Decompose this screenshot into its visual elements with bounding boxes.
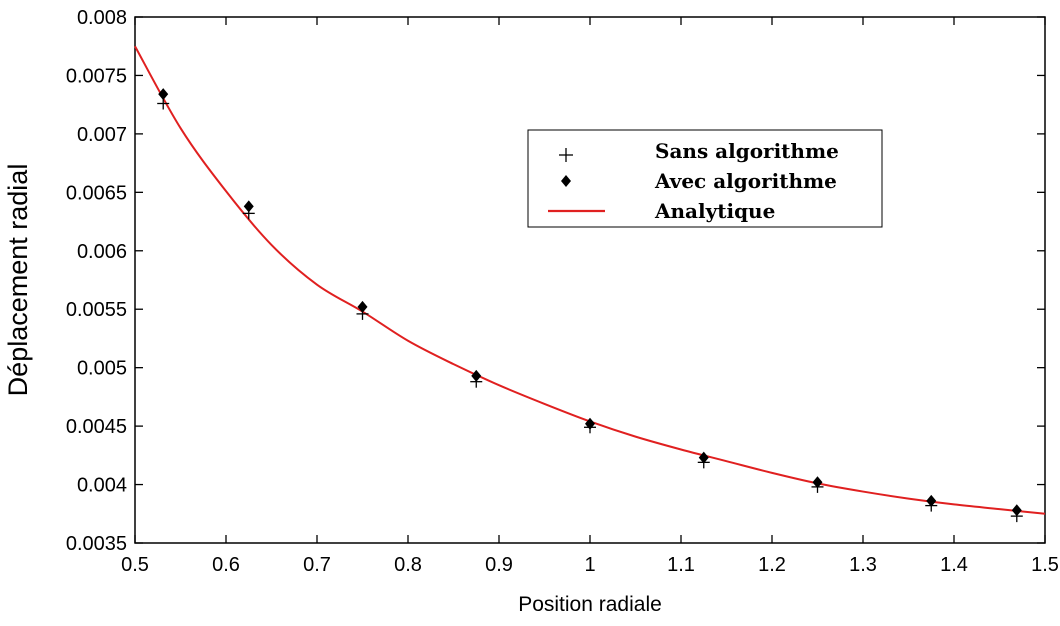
- x-tick-label: 0.8: [394, 554, 422, 576]
- y-tick-label: 0.0035: [66, 533, 127, 555]
- x-axis-title: Position radiale: [518, 593, 662, 616]
- y-tick-label: 0.008: [77, 7, 127, 29]
- legend-label-avec-algorithme: Avec algorithme: [654, 169, 837, 193]
- x-tick-label: 1.4: [940, 554, 968, 576]
- x-tick-label: 1.5: [1031, 554, 1059, 576]
- y-tick-label: 0.007: [77, 124, 127, 146]
- legend-label-sans-algorithme: Sans algorithme: [655, 139, 839, 163]
- y-tick-label: 0.005: [77, 358, 127, 380]
- y-tick-label: 0.0045: [66, 416, 127, 438]
- avec-algorithme-point: [585, 417, 595, 430]
- x-tick-label: 1.1: [667, 554, 695, 576]
- legend: Sans algorithme Avec algorithme Analytiq…: [527, 129, 883, 228]
- avec-algorithme-point: [471, 369, 482, 382]
- x-tick-label: 0.7: [303, 554, 331, 576]
- avec-algorithme-point: [243, 200, 254, 213]
- avec-algorithme-point: [158, 88, 169, 101]
- x-tick-label: 1.3: [849, 554, 877, 576]
- legend-marker-avec-algorithme: [561, 175, 571, 187]
- y-tick-label: 0.0075: [66, 65, 127, 87]
- x-tick-label: 1: [584, 554, 595, 576]
- y-tick-label: 0.006: [77, 241, 127, 263]
- x-tick-label: 1.2: [758, 554, 786, 576]
- avec-algorithme-point: [1011, 504, 1022, 517]
- x-axis-ticks: 0.5 0.6 0.7 0.8 0.9 1 1.1 1.2 1.3 1.4 1.5: [121, 17, 1059, 576]
- y-axis-title: Déplacement radial: [3, 164, 33, 397]
- series-layer: [134, 45, 1046, 523]
- avec-algorithme-point: [926, 494, 937, 507]
- avec-algorithme-point: [357, 300, 368, 313]
- avec-algorithme-point: [812, 476, 823, 489]
- avec-algorithme-point: [698, 451, 709, 464]
- x-tick-label: 0.5: [121, 554, 149, 576]
- y-tick-label: 0.0055: [66, 299, 127, 321]
- x-tick-label: 0.6: [212, 554, 240, 576]
- analytique-curve: [134, 45, 1046, 515]
- y-axis-ticks: 0.0035 0.004 0.0045 0.005 0.0055 0.006 0.0065 0…: [66, 7, 1045, 555]
- x-tick-label: 0.9: [485, 554, 513, 576]
- plot-frame: [134, 16, 1046, 544]
- y-tick-label: 0.004: [77, 475, 127, 497]
- legend-label-analytique: Analytique: [654, 199, 775, 223]
- legend-marker-sans-algorithme: [559, 148, 573, 162]
- y-tick-label: 0.0065: [66, 182, 127, 204]
